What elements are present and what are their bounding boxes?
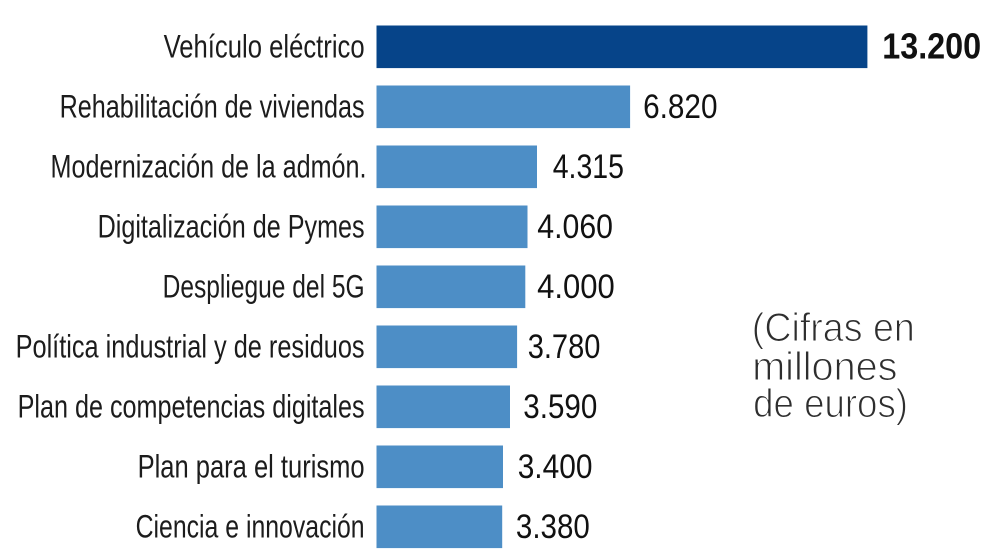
svg-text:millones: millones bbox=[752, 345, 897, 389]
svg-text:Vehículo eléctrico: Vehículo eléctrico bbox=[164, 28, 365, 64]
svg-text:3.780: 3.780 bbox=[528, 328, 601, 366]
svg-text:3.380: 3.380 bbox=[516, 508, 590, 546]
svg-text:Plan para el turismo: Plan para el turismo bbox=[138, 448, 365, 484]
svg-text:Ciencia e innovación: Ciencia e innovación bbox=[136, 508, 365, 544]
svg-text:13.200: 13.200 bbox=[882, 26, 981, 67]
svg-text:4.000: 4.000 bbox=[537, 268, 615, 306]
svg-text:Modernización de la admón.: Modernización de la admón. bbox=[51, 148, 367, 184]
svg-text:Despliegue del 5G: Despliegue del 5G bbox=[163, 268, 365, 304]
svg-text:3.590: 3.590 bbox=[523, 388, 597, 426]
svg-text:Rehabilitación de viviendas: Rehabilitación de viviendas bbox=[60, 88, 365, 124]
svg-text:Política industrial y de resid: Política industrial y de residuos bbox=[16, 328, 365, 364]
svg-text:Plan de competencias digitales: Plan de competencias digitales bbox=[18, 388, 365, 424]
svg-text:4.060: 4.060 bbox=[537, 208, 613, 246]
svg-text:(Cifras en: (Cifras en bbox=[752, 306, 915, 350]
svg-text:Digitalización de Pymes: Digitalización de Pymes bbox=[98, 208, 365, 244]
svg-text:de euros): de euros) bbox=[753, 382, 908, 426]
svg-text:4.315: 4.315 bbox=[553, 148, 624, 186]
svg-text:3.400: 3.400 bbox=[518, 448, 593, 486]
svg-text:6.820: 6.820 bbox=[643, 88, 717, 126]
